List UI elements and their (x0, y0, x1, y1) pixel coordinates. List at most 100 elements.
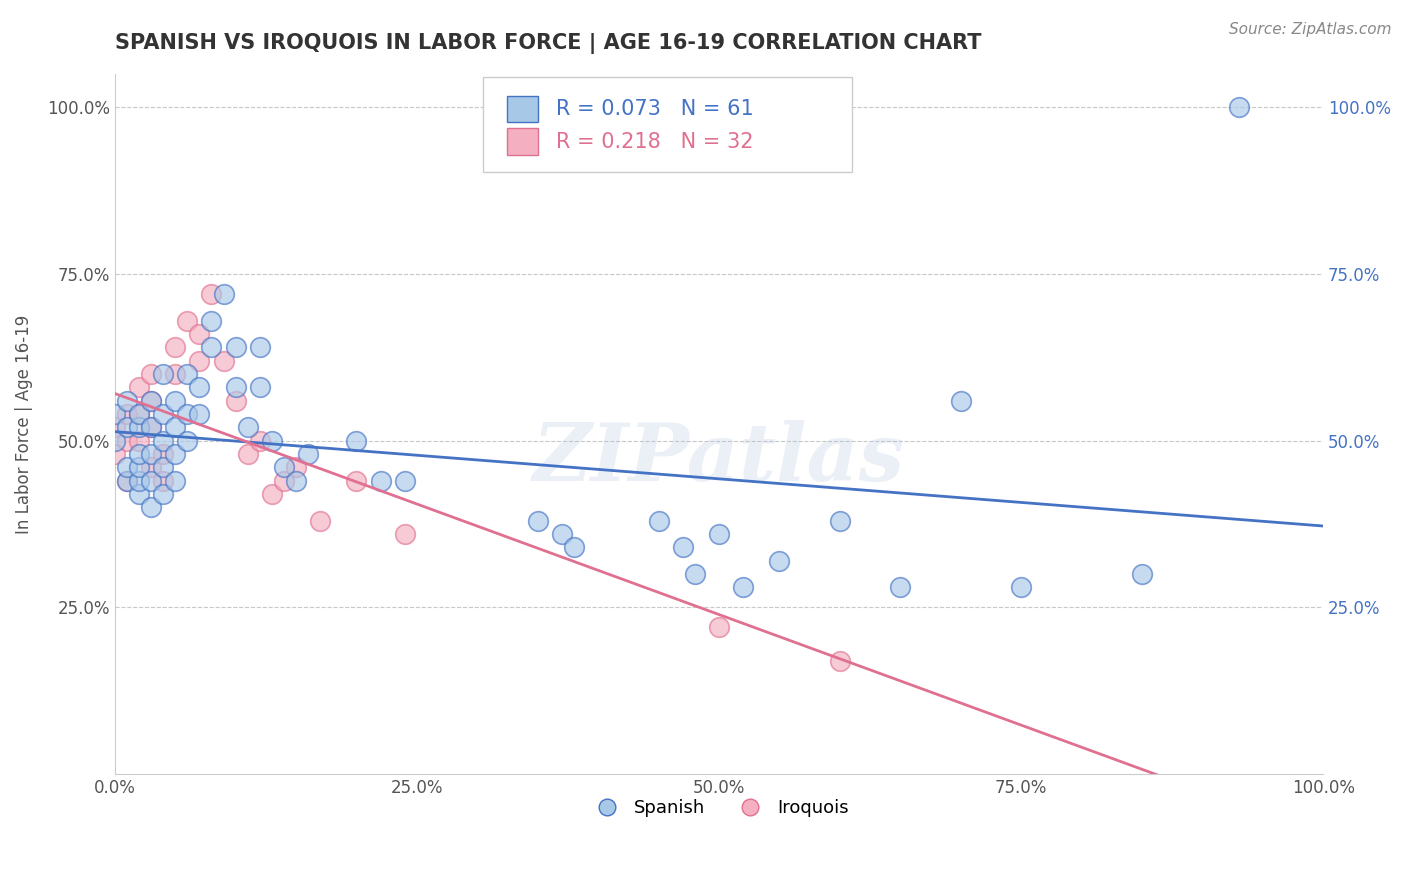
Point (152, 460, 174, 475)
Point (273, 460, 295, 475)
Point (152, 434, 174, 448)
Legend: Spanish, Iroquois: Spanish, Iroquois (582, 792, 856, 824)
FancyBboxPatch shape (484, 78, 852, 172)
Point (949, 393, 972, 408)
Point (176, 434, 198, 448)
Point (285, 460, 308, 475)
Point (249, 434, 271, 448)
Point (139, 447, 162, 461)
Point (1227, 100, 1250, 114)
Point (249, 380, 271, 394)
Point (225, 380, 247, 394)
Point (152, 474, 174, 488)
Point (115, 393, 138, 408)
Text: R = 0.218   N = 32: R = 0.218 N = 32 (555, 132, 754, 152)
Point (562, 541, 585, 555)
Point (200, 313, 222, 327)
Point (165, 474, 187, 488)
Point (139, 474, 162, 488)
Point (128, 434, 150, 448)
Point (104, 420, 127, 434)
Point (115, 420, 138, 434)
Point (188, 380, 211, 394)
Point (139, 500, 162, 515)
Point (273, 474, 295, 488)
Point (128, 380, 150, 394)
Point (115, 407, 138, 421)
Point (128, 407, 150, 421)
Point (370, 474, 392, 488)
Point (828, 514, 851, 528)
Point (139, 367, 162, 381)
Point (165, 393, 187, 408)
Point (707, 620, 730, 634)
Point (346, 434, 368, 448)
Point (828, 654, 851, 668)
Point (128, 420, 150, 434)
Point (176, 407, 198, 421)
Point (309, 514, 332, 528)
Text: SPANISH VS IROQUOIS IN LABOR FORCE | AGE 16-19 CORRELATION CHART: SPANISH VS IROQUOIS IN LABOR FORCE | AGE… (115, 33, 981, 54)
Point (139, 393, 162, 408)
Point (707, 527, 730, 541)
Point (165, 340, 187, 354)
Point (128, 447, 150, 461)
Point (236, 447, 259, 461)
Point (346, 474, 368, 488)
Point (152, 367, 174, 381)
Point (526, 514, 548, 528)
Point (165, 367, 187, 381)
Point (104, 447, 127, 461)
Point (188, 326, 211, 341)
Point (394, 474, 416, 488)
Point (285, 474, 308, 488)
Point (152, 487, 174, 501)
Point (176, 367, 198, 381)
Point (128, 460, 150, 475)
Point (115, 434, 138, 448)
Point (672, 541, 695, 555)
Point (1010, 581, 1032, 595)
Point (260, 434, 283, 448)
FancyBboxPatch shape (508, 95, 537, 122)
Point (115, 474, 138, 488)
Point (768, 554, 790, 568)
FancyBboxPatch shape (508, 128, 537, 155)
Point (104, 407, 127, 421)
Text: Source: ZipAtlas.com: Source: ZipAtlas.com (1229, 22, 1392, 37)
Point (139, 393, 162, 408)
Point (200, 340, 222, 354)
Point (297, 447, 319, 461)
Point (165, 420, 187, 434)
Point (165, 447, 187, 461)
Point (683, 567, 706, 582)
Point (236, 420, 259, 434)
Point (1130, 567, 1153, 582)
Point (733, 581, 755, 595)
Point (212, 353, 235, 368)
Point (394, 527, 416, 541)
Point (225, 393, 247, 408)
Point (104, 434, 127, 448)
Point (152, 447, 174, 461)
Point (115, 460, 138, 475)
Point (115, 474, 138, 488)
Point (551, 527, 574, 541)
Text: ZIPatlas: ZIPatlas (533, 420, 905, 498)
Point (188, 407, 211, 421)
Point (260, 487, 283, 501)
Point (200, 287, 222, 301)
Text: R = 0.073   N = 61: R = 0.073 N = 61 (555, 99, 754, 119)
Point (139, 460, 162, 475)
Point (152, 407, 174, 421)
Point (128, 487, 150, 501)
Point (139, 420, 162, 434)
Point (647, 514, 669, 528)
Point (139, 420, 162, 434)
Point (188, 353, 211, 368)
Y-axis label: In Labor Force | Age 16-19: In Labor Force | Age 16-19 (15, 314, 32, 533)
Point (249, 340, 271, 354)
Point (128, 407, 150, 421)
Point (225, 340, 247, 354)
Point (176, 313, 198, 327)
